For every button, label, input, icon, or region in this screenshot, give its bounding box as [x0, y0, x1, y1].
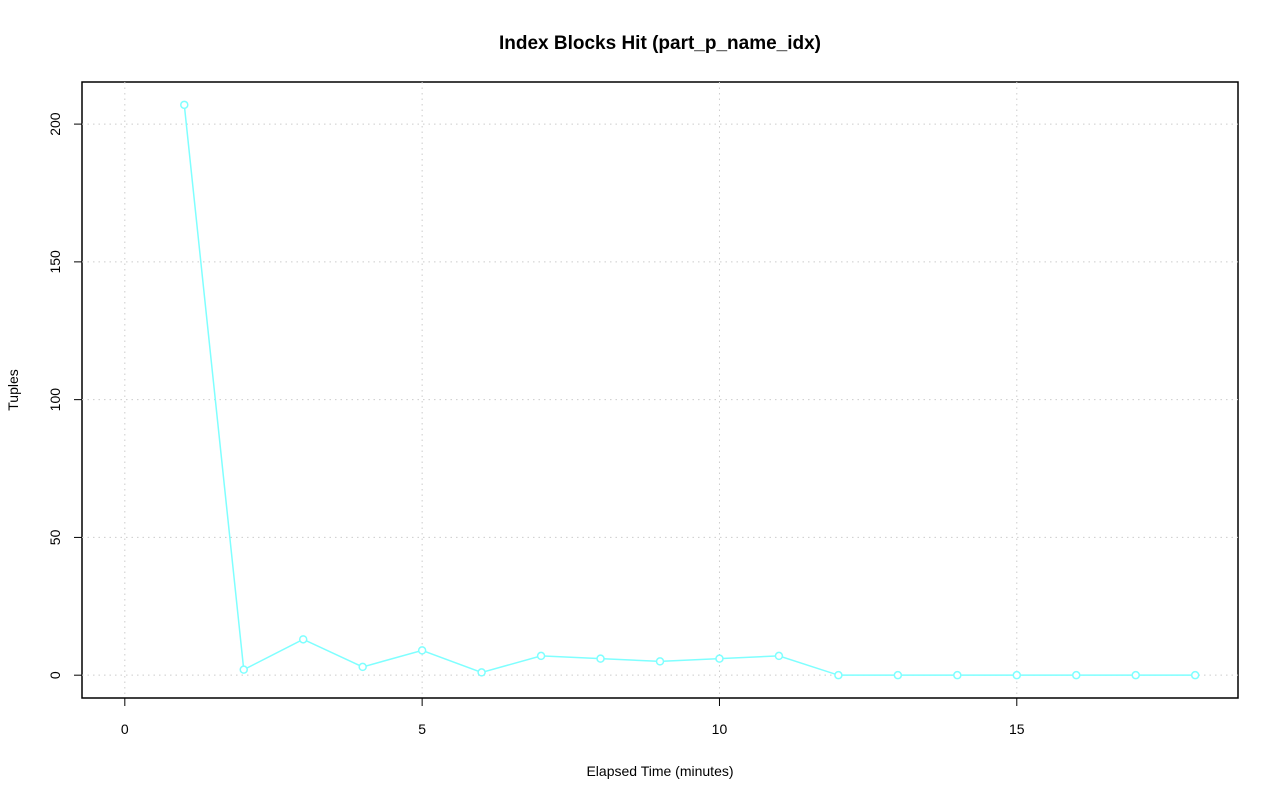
y-tick-label: 50 — [47, 529, 63, 545]
y-tick-label: 200 — [47, 112, 63, 136]
data-point — [774, 651, 784, 661]
data-point — [1131, 670, 1140, 680]
data-point — [655, 657, 665, 666]
y-tick-label: 100 — [47, 388, 63, 412]
data-point — [953, 670, 962, 680]
plot-box — [81, 81, 1239, 699]
data-point — [1012, 670, 1022, 680]
data-point — [893, 670, 903, 680]
data-point — [1072, 670, 1081, 680]
x-tick-label: 10 — [712, 721, 728, 737]
data-point — [358, 662, 367, 672]
y-tick-label: 150 — [47, 250, 63, 274]
y-axis-label: Tuples — [5, 369, 21, 411]
data-point — [596, 654, 605, 663]
data-point — [180, 100, 189, 110]
data-point — [834, 670, 843, 680]
x-tick-label: 15 — [1009, 721, 1025, 737]
x-tick-label: 5 — [418, 721, 426, 737]
data-point — [536, 651, 546, 661]
data-point — [477, 668, 486, 677]
data-line — [183, 104, 1196, 676]
data-point — [239, 665, 248, 674]
data-point — [417, 646, 427, 655]
chart-title: Index Blocks Hit (part_p_name_idx) — [499, 33, 821, 54]
data-point — [1190, 670, 1200, 680]
data-point — [298, 635, 308, 644]
data-point — [715, 654, 724, 663]
y-tick-label: 0 — [47, 671, 63, 679]
x-tick-label: 0 — [121, 721, 129, 737]
x-axis-label: Elapsed Time (minutes) — [586, 763, 733, 779]
